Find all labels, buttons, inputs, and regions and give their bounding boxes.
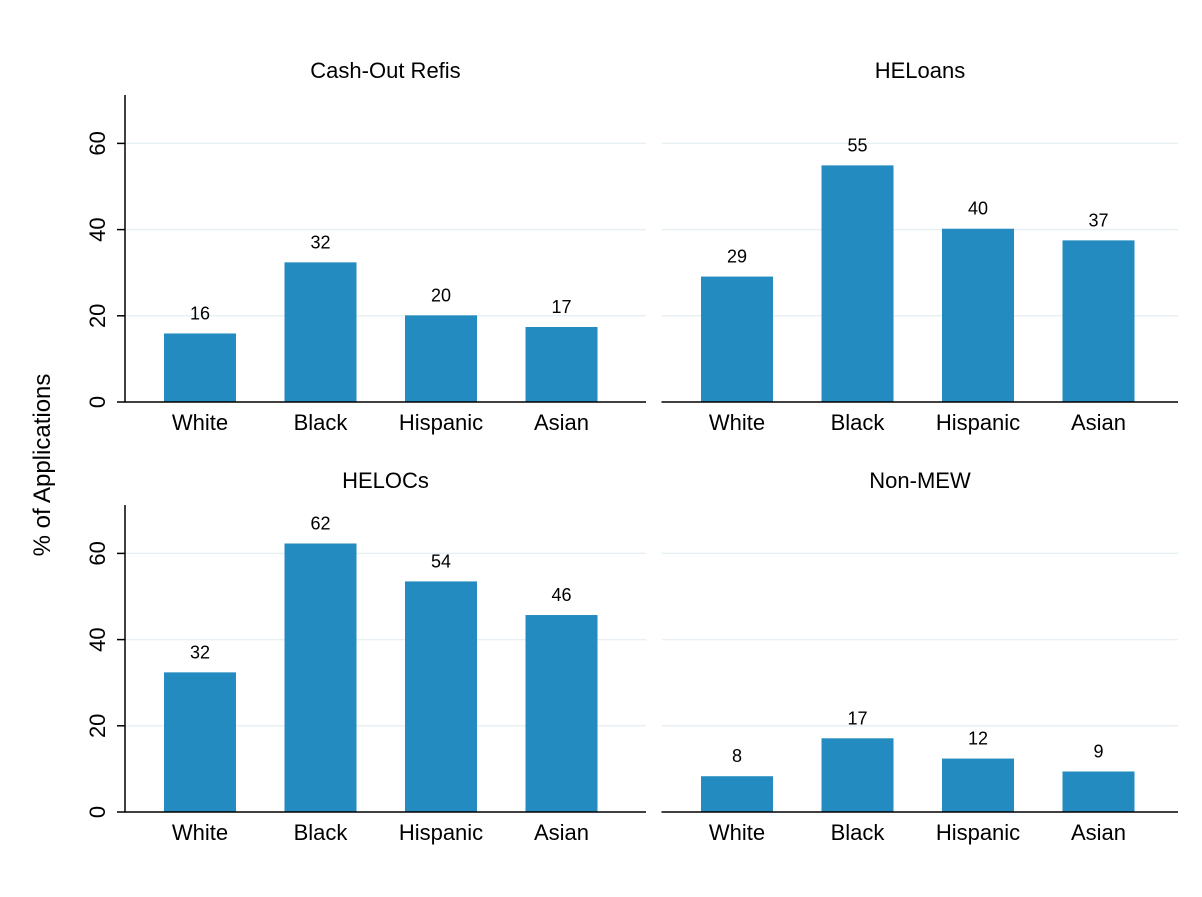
panel-1-bar-white [164,333,236,402]
panel-3-data-label: 54 [431,551,451,571]
panel-1-bar-black [284,262,357,402]
panel-3-title: HELOCs [342,468,429,493]
panel-3-y-tick-label: 40 [85,627,110,651]
panel-2-data-label: 29 [727,247,747,267]
panel-2-x-tick-label: Black [831,410,886,435]
panel-2-data-label: 40 [968,199,988,219]
panel-4: Non-MEW 8 White 17 Black 12 Hispanic 9 Asian [661,468,1178,845]
panel-4-data-label: 9 [1093,741,1103,761]
panel-3-data-label: 62 [310,513,330,533]
panel-3-x-tick-label: White [172,820,228,845]
panel-4-data-label: 17 [847,708,867,728]
panel-1-y-tick-label: 40 [85,217,110,241]
panel-3-y-tick-label: 20 [85,714,110,738]
panel-4-x-tick-label: Hispanic [936,820,1020,845]
panel-1-y-tick-label: 60 [85,131,110,155]
panel-3-data-label: 46 [551,585,571,605]
panel-3-y-tick-label: 60 [85,541,110,565]
panel-1-x-tick-label: Black [294,410,349,435]
panel-1-data-label: 16 [190,303,210,323]
panel-2-x-tick-label: Hispanic [936,410,1020,435]
panel-3-data-label: 32 [190,642,210,662]
panel-1-x-tick-label: Asian [534,410,589,435]
panel-3: HELOCs 32 White 62 Black 54 Hispanic 46 Asian 0 20… [85,468,646,845]
panel-2: HELoans 29 White 55 Black 40 Hispanic 37 Asian [661,58,1178,435]
panel-3-bar-asian [525,615,598,812]
panel-2-x-tick-label: Asian [1071,410,1126,435]
panel-3-bar-black [284,543,357,812]
panel-4-bar-asian [1062,771,1135,812]
panel-3-bar-white [164,672,236,812]
panel-4-x-tick-label: Black [831,820,886,845]
panel-3-bar-hispanic [405,581,477,812]
panel-2-data-label: 37 [1088,210,1108,230]
panel-4-title: Non-MEW [869,468,971,493]
panel-4-bar-black [821,738,894,812]
panel-1-data-label: 32 [310,232,330,252]
y-axis-label: % of Applications [29,374,56,557]
panel-2-bar-black [821,165,894,402]
panel-1-bar-hispanic [405,315,477,402]
panel-2-bar-white [701,276,773,402]
panel-1-x-tick-label: White [172,410,228,435]
panel-2-bar-hispanic [942,228,1014,402]
panel-1-title: Cash-Out Refis [310,58,460,83]
panel-1: Cash-Out Refis 16 White 32 Black 20 Hispanic 17… [85,58,646,435]
panel-1-y-tick-label: 20 [85,304,110,328]
panel-2-title: HELoans [875,58,966,83]
panel-2-data-label: 55 [847,135,867,155]
panel-4-data-label: 8 [732,746,742,766]
panel-2-x-tick-label: White [709,410,765,435]
panel-1-data-label: 20 [431,285,451,305]
panel-3-x-tick-label: Hispanic [399,820,483,845]
panel-1-data-label: 17 [551,297,571,317]
panel-1-x-tick-label: Hispanic [399,410,483,435]
panel-4-bar-hispanic [942,758,1014,812]
panel-3-x-tick-label: Black [294,820,349,845]
panel-2-bar-asian [1062,240,1135,402]
panel-3-y-tick-label: 0 [85,806,110,818]
panel-4-x-tick-label: White [709,820,765,845]
panel-1-bar-asian [525,327,598,402]
panel-1-y-tick-label: 0 [85,396,110,408]
panel-3-x-tick-label: Asian [534,820,589,845]
panel-4-data-label: 12 [968,729,988,749]
panel-4-bar-white [701,776,773,812]
panel-4-x-tick-label: Asian [1071,820,1126,845]
